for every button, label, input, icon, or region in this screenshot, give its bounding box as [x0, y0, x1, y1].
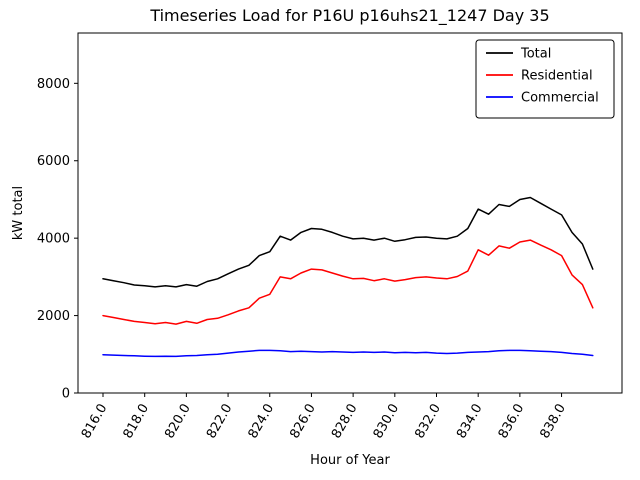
x-tick-label: 816.0: [79, 402, 111, 442]
legend-label-residential: Residential: [521, 69, 593, 84]
x-tick-label: 830.0: [371, 402, 403, 442]
y-axis-label: kW total: [11, 186, 26, 240]
y-tick-label: 0: [62, 387, 70, 402]
legend-entry: Total: [486, 47, 551, 62]
x-tick-label: 836.0: [496, 402, 528, 442]
x-axis-label: Hour of Year: [310, 453, 390, 468]
series-line-total: [102, 196, 594, 288]
x-tick-label: 824.0: [246, 402, 278, 442]
x-tick-label: 828.0: [329, 402, 361, 442]
legend-box: [475, 39, 615, 119]
x-tick-label: 834.0: [454, 402, 486, 442]
series-line-residential: [102, 239, 594, 325]
y-axis-ticks: 0 2000 4000 6000 8000: [37, 77, 78, 402]
y-tick-label: 8000: [37, 77, 70, 92]
x-tick-label: 832.0: [412, 402, 444, 442]
y-tick-label: 6000: [37, 154, 70, 169]
x-tick-label: 826.0: [287, 402, 319, 442]
x-tick-label: 820.0: [162, 402, 194, 442]
legend: Total Residential Commercial: [475, 39, 615, 119]
legend-entry: Commercial: [486, 91, 599, 106]
y-tick-label: 4000: [37, 232, 70, 247]
x-axis-ticks: 816.0 818.0 820.0 822.0 824.0 826.0 828.0 830.0…: [79, 393, 569, 441]
series-lines: [102, 196, 594, 358]
x-tick-label: 818.0: [121, 402, 153, 442]
series-line-commercial: [102, 349, 594, 358]
y-tick-label: 2000: [37, 309, 70, 324]
chart-title: Timeseries Load for P16U p16uhs21_1247 D…: [149, 6, 549, 26]
legend-entry: Residential: [486, 69, 593, 84]
legend-label-total: Total: [520, 47, 551, 62]
x-tick-label: 838.0: [537, 402, 569, 442]
x-tick-label: 822.0: [204, 402, 236, 442]
legend-label-commercial: Commercial: [521, 91, 599, 106]
